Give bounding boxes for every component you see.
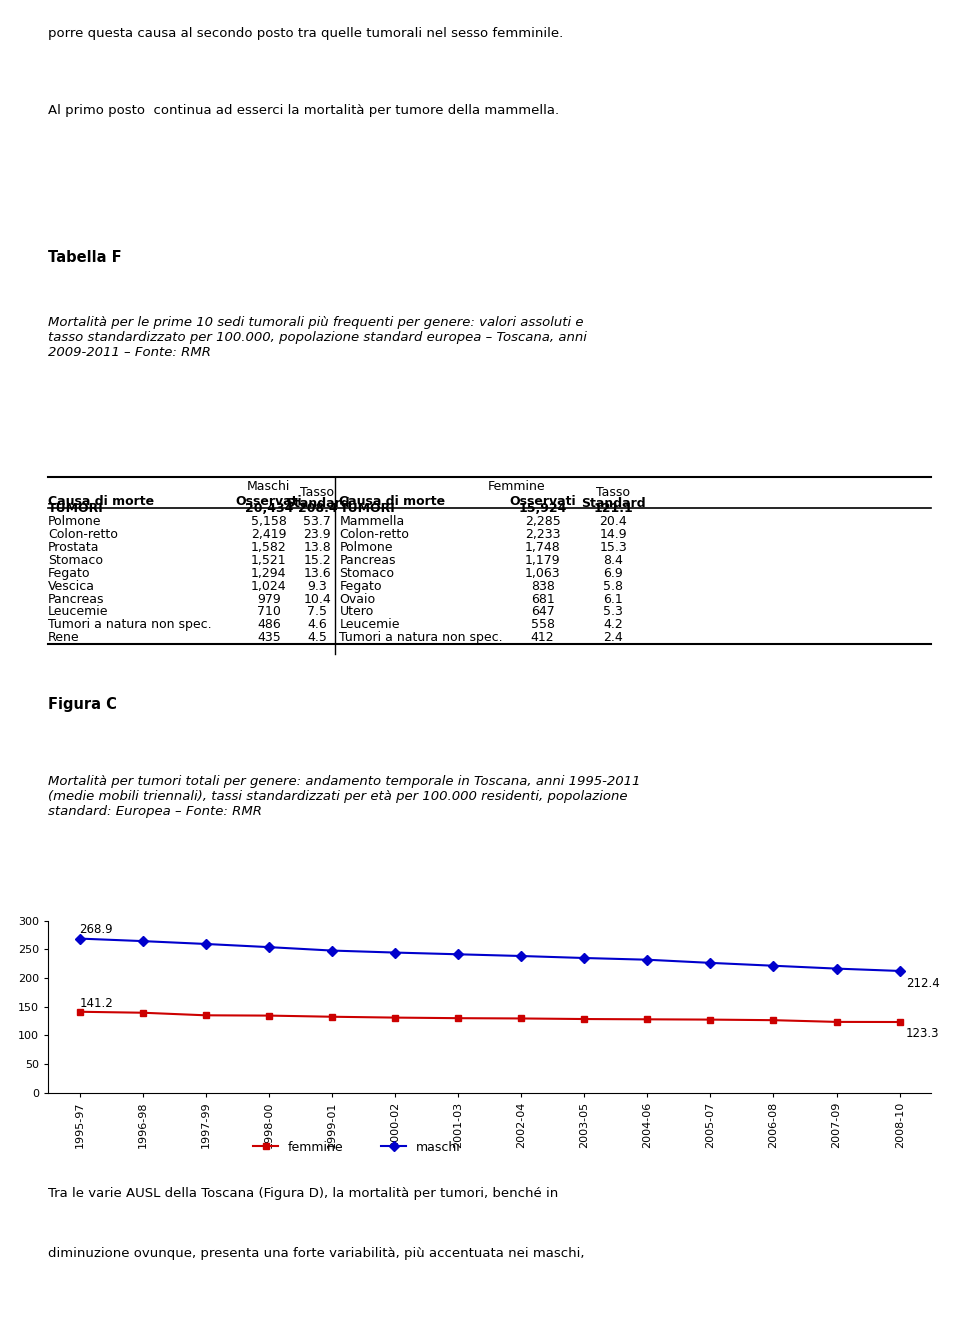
Text: Polmone: Polmone <box>48 516 102 528</box>
Text: Standard: Standard <box>581 497 645 510</box>
Text: 15,924: 15,924 <box>518 502 566 516</box>
Text: 1,294: 1,294 <box>252 567 286 580</box>
Text: 435: 435 <box>257 631 280 645</box>
Text: 15.3: 15.3 <box>599 541 627 555</box>
Text: Pancreas: Pancreas <box>340 553 396 567</box>
Text: Al primo posto  continua ad esserci la mortalità per tumore della mammella.: Al primo posto continua ad esserci la mo… <box>48 105 559 117</box>
Text: Femmine: Femmine <box>488 479 545 493</box>
Text: 268.9: 268.9 <box>80 923 113 936</box>
Text: 647: 647 <box>531 606 555 619</box>
Text: TUMORI: TUMORI <box>48 502 104 516</box>
Text: 979: 979 <box>257 592 280 606</box>
Text: Polmone: Polmone <box>340 541 393 555</box>
Text: 1,582: 1,582 <box>251 541 287 555</box>
Text: Tabella F: Tabella F <box>48 250 122 266</box>
Text: Prostata: Prostata <box>48 541 100 555</box>
Text: 20.4: 20.4 <box>599 516 627 528</box>
Text: 9.3: 9.3 <box>307 580 327 592</box>
Text: 23.9: 23.9 <box>303 528 331 541</box>
Text: 123.3: 123.3 <box>906 1026 940 1039</box>
Text: Tra le varie AUSL della Toscana (Figura D), la mortalità per tumori, benché in: Tra le varie AUSL della Toscana (Figura … <box>48 1187 559 1201</box>
Text: 4.5: 4.5 <box>307 631 327 645</box>
Text: Osservati: Osservati <box>509 494 576 508</box>
Text: Tasso: Tasso <box>596 486 631 498</box>
Text: 681: 681 <box>531 592 555 606</box>
Text: Standard: Standard <box>285 497 349 510</box>
Text: 13.6: 13.6 <box>303 567 331 580</box>
Text: porre questa causa al secondo posto tra quelle tumorali nel sesso femminile.: porre questa causa al secondo posto tra … <box>48 27 564 40</box>
Text: Figura C: Figura C <box>48 697 117 712</box>
Text: Causa di morte: Causa di morte <box>48 494 155 508</box>
Text: 8.4: 8.4 <box>603 553 623 567</box>
Text: 2,233: 2,233 <box>525 528 561 541</box>
Text: 13.8: 13.8 <box>303 541 331 555</box>
Text: Pancreas: Pancreas <box>48 592 105 606</box>
Text: Osservati: Osservati <box>235 494 302 508</box>
Text: Fegato: Fegato <box>340 580 382 592</box>
Text: TUMORI: TUMORI <box>340 502 396 516</box>
Text: 5.3: 5.3 <box>603 606 623 619</box>
Text: 1,748: 1,748 <box>525 541 561 555</box>
Text: Rene: Rene <box>48 631 80 645</box>
Text: Maschi: Maschi <box>247 479 291 493</box>
Text: 2,285: 2,285 <box>525 516 561 528</box>
Text: Leucemie: Leucemie <box>340 618 400 631</box>
Text: 486: 486 <box>257 618 280 631</box>
Text: 412: 412 <box>531 631 555 645</box>
Text: 2.4: 2.4 <box>604 631 623 645</box>
Text: Tasso: Tasso <box>300 486 334 498</box>
Text: 838: 838 <box>531 580 555 592</box>
Text: 10.4: 10.4 <box>303 592 331 606</box>
Text: 53.7: 53.7 <box>303 516 331 528</box>
Legend: femmine, maschi: femmine, maschi <box>249 1136 466 1159</box>
Text: Mortalità per tumori totali per genere: andamento temporale in Toscana, anni 199: Mortalità per tumori totali per genere: … <box>48 775 640 818</box>
Text: 5,158: 5,158 <box>251 516 287 528</box>
Text: 208.4: 208.4 <box>298 502 337 516</box>
Text: Fegato: Fegato <box>48 567 90 580</box>
Text: 1,024: 1,024 <box>251 580 287 592</box>
Text: diminuzione ovunque, presenta una forte variabilità, più accentuata nei maschi,: diminuzione ovunque, presenta una forte … <box>48 1248 585 1260</box>
Text: Mammella: Mammella <box>340 516 405 528</box>
Text: Vescica: Vescica <box>48 580 95 592</box>
Text: 121.1: 121.1 <box>593 502 634 516</box>
Text: 141.2: 141.2 <box>80 997 113 1010</box>
Text: Ovaio: Ovaio <box>340 592 375 606</box>
Text: 14.9: 14.9 <box>599 528 627 541</box>
Text: Mortalità per le prime 10 sedi tumorali più frequenti per genere: valori assolut: Mortalità per le prime 10 sedi tumorali … <box>48 316 587 359</box>
Text: 4.2: 4.2 <box>604 618 623 631</box>
Text: 7.5: 7.5 <box>307 606 327 619</box>
Text: 710: 710 <box>257 606 280 619</box>
Text: Colon-retto: Colon-retto <box>340 528 409 541</box>
Text: 5.8: 5.8 <box>603 580 623 592</box>
Text: Stomaco: Stomaco <box>48 553 103 567</box>
Text: 15.2: 15.2 <box>303 553 331 567</box>
Text: 1,063: 1,063 <box>525 567 561 580</box>
Text: Causa di morte: Causa di morte <box>340 494 445 508</box>
Text: 1,179: 1,179 <box>525 553 561 567</box>
Text: 20,434: 20,434 <box>245 502 293 516</box>
Text: Colon-retto: Colon-retto <box>48 528 118 541</box>
Text: Tumori a natura non spec.: Tumori a natura non spec. <box>340 631 503 645</box>
Text: 1,521: 1,521 <box>251 553 287 567</box>
Text: 558: 558 <box>531 618 555 631</box>
Text: Leucemie: Leucemie <box>48 606 108 619</box>
Text: 6.1: 6.1 <box>604 592 623 606</box>
Text: Utero: Utero <box>340 606 373 619</box>
Text: Stomaco: Stomaco <box>340 567 395 580</box>
Text: 212.4: 212.4 <box>906 976 940 990</box>
Text: 6.9: 6.9 <box>604 567 623 580</box>
Text: 4.6: 4.6 <box>307 618 327 631</box>
Text: 2,419: 2,419 <box>252 528 286 541</box>
Text: Tumori a natura non spec.: Tumori a natura non spec. <box>48 618 211 631</box>
